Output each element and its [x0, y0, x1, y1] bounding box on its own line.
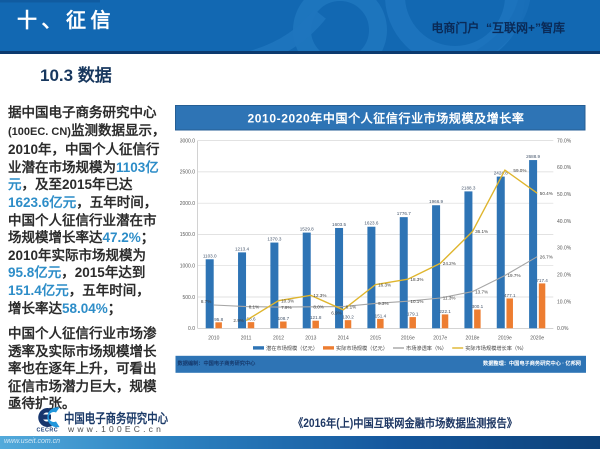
- svg-text:10.1%: 10.1%: [410, 299, 423, 304]
- svg-text:2.9%: 2.9%: [233, 318, 243, 323]
- svg-text:2017e: 2017e: [433, 336, 447, 342]
- svg-text:8.0%: 8.0%: [313, 305, 323, 310]
- svg-text:8.1%: 8.1%: [249, 304, 259, 309]
- svg-text:CECRC: CECRC: [37, 427, 59, 433]
- svg-text:10.0%: 10.0%: [557, 299, 572, 305]
- svg-text:477.1: 477.1: [504, 293, 516, 298]
- svg-text:26.7%: 26.7%: [540, 254, 553, 259]
- svg-text:24.2%: 24.2%: [443, 261, 456, 266]
- svg-text:60.0%: 60.0%: [557, 165, 572, 171]
- svg-text:0.0%: 0.0%: [557, 326, 569, 332]
- svg-text:3000.0: 3000.0: [180, 138, 196, 144]
- svg-text:2500.0: 2500.0: [180, 170, 196, 176]
- svg-text:222.1: 222.1: [439, 309, 451, 314]
- svg-text:717.4: 717.4: [536, 278, 548, 283]
- svg-text:20.0%: 20.0%: [557, 273, 572, 279]
- svg-text:13.7%: 13.7%: [475, 289, 488, 294]
- svg-text:实际市场规模增长率（%）: 实际市场规模增长率（%）: [465, 344, 527, 352]
- svg-text:95.8: 95.8: [214, 317, 223, 322]
- svg-text:1623.6: 1623.6: [364, 221, 378, 226]
- svg-text:16.3%: 16.3%: [378, 282, 391, 287]
- svg-text:2000.0: 2000.0: [180, 201, 196, 207]
- svg-text:59.0%: 59.0%: [513, 168, 526, 173]
- svg-text:1529.8: 1529.8: [300, 227, 314, 232]
- svg-text:9.3%: 9.3%: [378, 301, 388, 306]
- svg-text:数据编制：中国电子商务研究中心: 数据编制：中国电子商务研究中心: [178, 359, 257, 367]
- svg-text:40.0%: 40.0%: [557, 219, 572, 225]
- svg-text:1213.4: 1213.4: [235, 246, 249, 251]
- svg-text:0.0: 0.0: [188, 326, 195, 332]
- svg-text:2188.3: 2188.3: [461, 185, 475, 190]
- svg-text:30.0%: 30.0%: [557, 246, 572, 252]
- svg-text:8.1%: 8.1%: [346, 304, 356, 309]
- svg-text:2013: 2013: [305, 336, 316, 342]
- svg-text:2015: 2015: [370, 336, 381, 342]
- svg-text:1603.5: 1603.5: [332, 222, 346, 227]
- svg-text:2018e: 2018e: [466, 336, 480, 342]
- svg-text:500.0: 500.0: [182, 295, 195, 301]
- svg-text:7.9%: 7.9%: [281, 305, 291, 310]
- svg-text:50.4%: 50.4%: [540, 191, 553, 196]
- svg-text:实际市场规模（亿元）: 实际市场规模（亿元）: [336, 344, 388, 352]
- svg-text:11.3%: 11.3%: [443, 296, 456, 301]
- svg-text:10.3%: 10.3%: [281, 298, 294, 303]
- svg-text:6.9%: 6.9%: [331, 310, 341, 315]
- svg-text:市场渗透率（%）: 市场渗透率（%）: [406, 344, 447, 352]
- svg-text:2020e: 2020e: [530, 336, 544, 342]
- svg-text:1500.0: 1500.0: [180, 232, 196, 238]
- svg-text:2012: 2012: [273, 336, 284, 342]
- svg-text:108.7: 108.7: [278, 316, 290, 321]
- svg-text:12.3%: 12.3%: [313, 293, 326, 298]
- svg-text:8.7%: 8.7%: [201, 299, 211, 304]
- svg-text:数据整理：中国电子商务研究中心 · 亿邦网: 数据整理：中国电子商务研究中心 · 亿邦网: [483, 359, 581, 367]
- svg-text:70.0%: 70.0%: [557, 138, 572, 144]
- svg-text:1966.9: 1966.9: [429, 199, 443, 204]
- svg-text:300.1: 300.1: [472, 304, 484, 309]
- svg-text:50.0%: 50.0%: [557, 192, 572, 198]
- svg-text:151.4: 151.4: [375, 313, 387, 318]
- svg-text:2688.9: 2688.9: [526, 154, 540, 159]
- svg-text:2019e: 2019e: [498, 336, 512, 342]
- svg-text:121.8: 121.8: [310, 315, 322, 320]
- svg-text:潜在市场规模（亿元）: 潜在市场规模（亿元）: [266, 344, 318, 352]
- svg-text:1370.3: 1370.3: [267, 237, 281, 242]
- svg-text:2010: 2010: [208, 336, 219, 342]
- svg-text:2424.8: 2424.8: [494, 171, 508, 176]
- svg-text:2014: 2014: [338, 336, 349, 342]
- svg-text:98.6: 98.6: [247, 317, 256, 322]
- svg-text:1776.7: 1776.7: [397, 211, 411, 216]
- svg-text:2010-2020年中国个人征信行业市场规模及增长率: 2010-2020年中国个人征信行业市场规模及增长率: [248, 111, 525, 126]
- svg-text:1000.0: 1000.0: [180, 264, 196, 270]
- svg-text:130.2: 130.2: [342, 315, 354, 320]
- svg-text:36.1%: 36.1%: [475, 229, 488, 234]
- svg-text:1103.0: 1103.0: [203, 253, 217, 258]
- svg-text:2016e: 2016e: [401, 336, 415, 342]
- svg-text:18.3%: 18.3%: [410, 277, 423, 282]
- svg-text:19.7%: 19.7%: [508, 273, 521, 278]
- svg-text:2011: 2011: [241, 336, 252, 342]
- svg-text:179.1: 179.1: [407, 312, 419, 317]
